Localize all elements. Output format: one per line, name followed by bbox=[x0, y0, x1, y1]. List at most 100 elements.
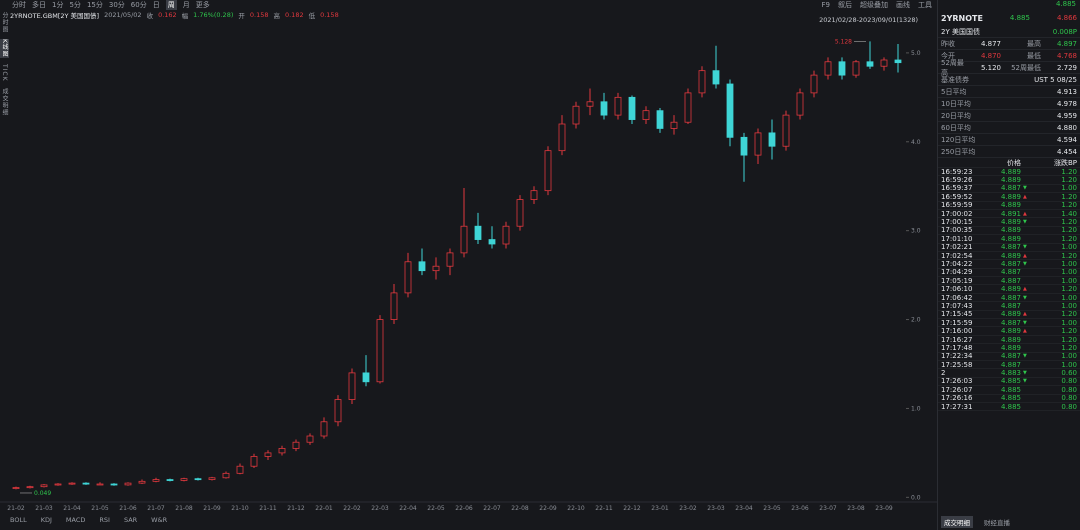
stat-row: 52周最高 5.120 52周最低 2.729 bbox=[938, 59, 1080, 77]
period-tab[interactable]: 更多 bbox=[195, 1, 210, 9]
tick-direction: ▼ bbox=[1023, 185, 1027, 192]
tick-price: 4.885 bbox=[1000, 402, 1021, 411]
y-tick-label: 3.0 bbox=[911, 228, 921, 235]
period-tab[interactable]: 周 bbox=[165, 0, 177, 10]
period-tab[interactable]: 多日 bbox=[32, 1, 46, 9]
indicator-tab[interactable]: SAR bbox=[123, 515, 138, 524]
stat-label: 52周最高 bbox=[941, 58, 964, 77]
tick-price: 4.889 bbox=[1000, 327, 1021, 336]
tick-row: 17:26:16 4.885 0.80 bbox=[938, 394, 1080, 403]
candle-body bbox=[432, 265, 440, 272]
tick-bp: 1.20 bbox=[1061, 167, 1077, 176]
candle-body bbox=[754, 132, 762, 156]
candle-body bbox=[516, 199, 524, 227]
tick-price: 4.889 bbox=[1000, 310, 1021, 319]
bottom-tab[interactable]: 成交明细 bbox=[941, 516, 973, 528]
average-label: 60日平均 bbox=[941, 123, 971, 132]
tool[interactable]: 工具 bbox=[918, 1, 932, 9]
indicator-tab[interactable]: W&R bbox=[151, 515, 168, 524]
tick-price: 4.887 bbox=[1000, 260, 1021, 268]
tick-time: 17:04:22 bbox=[941, 260, 973, 268]
tick-price: 4.887 bbox=[1000, 318, 1021, 327]
x-tick-label: 22-08 bbox=[511, 505, 529, 512]
candle-body bbox=[334, 399, 342, 423]
period-tab[interactable]: 5分 bbox=[69, 1, 81, 9]
period-tab[interactable]: 月 bbox=[182, 1, 190, 9]
candle-body bbox=[166, 479, 174, 481]
tick-price: 4.891 bbox=[1000, 209, 1021, 218]
period-tab[interactable]: 1分 bbox=[52, 1, 64, 9]
tools: F9 叙后 超级叠加 画线 工具 bbox=[822, 0, 932, 10]
period-tab[interactable]: 15分 bbox=[86, 1, 103, 9]
candle-body bbox=[124, 482, 132, 486]
tick-price: 4.889 bbox=[1000, 218, 1021, 227]
header-bp: 涨跌BP bbox=[1053, 158, 1077, 167]
period-tab[interactable]: 日 bbox=[152, 1, 160, 9]
period-tab[interactable]: 60分 bbox=[130, 1, 147, 9]
tool[interactable]: 超级叠加 bbox=[860, 1, 888, 9]
candle-body bbox=[194, 478, 202, 481]
average-label: 10日平均 bbox=[941, 99, 971, 108]
indicator-tab[interactable]: KDJ bbox=[40, 515, 52, 524]
stat-label: 今开 bbox=[941, 51, 955, 60]
tick-direction: ▲ bbox=[1023, 286, 1027, 293]
name-row: 2Y 美国国债 0.008P bbox=[938, 26, 1080, 38]
x-tick-label: 22-09 bbox=[539, 505, 557, 512]
stat-value: 4.897 bbox=[1056, 39, 1077, 48]
tool[interactable]: F9 bbox=[821, 1, 830, 9]
stat-label: 最高 bbox=[1027, 39, 1041, 48]
tick-row: 16:59:37 4.887 ▼ 1.00 bbox=[938, 184, 1080, 194]
tick-bp: 1.20 bbox=[1061, 285, 1077, 294]
tick-time: 2 bbox=[941, 369, 946, 378]
side-tab[interactable]: K线图 bbox=[0, 39, 9, 58]
tick-time: 17:07:43 bbox=[941, 301, 973, 310]
side-tab[interactable]: 分时图 bbox=[1, 12, 8, 33]
tick-row: 17:07:43 4.887 1.00 bbox=[938, 301, 1080, 311]
candle-body bbox=[320, 421, 328, 437]
tick-row: 17:04:22 4.887 ▼ 1.00 bbox=[938, 260, 1080, 269]
tick-price: 4.885 bbox=[1000, 377, 1021, 386]
x-tick-label: 23-04 bbox=[735, 505, 753, 512]
tick-direction: ▲ bbox=[1023, 252, 1027, 259]
tick-time: 16:59:37 bbox=[941, 184, 973, 193]
candle-body bbox=[278, 448, 286, 454]
field-label: 收 bbox=[146, 12, 154, 20]
tick-bp: 1.20 bbox=[1061, 335, 1077, 344]
symbol: 2YRNOTE.GBM[2Y 美国国债] bbox=[10, 12, 100, 20]
tick-price: 4.887 bbox=[1000, 276, 1021, 285]
side-tab[interactable]: TICK bbox=[1, 63, 8, 82]
tick-bp: 1.00 bbox=[1061, 352, 1077, 361]
bottom-tab[interactable]: 财经直播 bbox=[984, 519, 1010, 527]
tick-row: 17:16:27 4.889 1.20 bbox=[938, 335, 1080, 345]
change: 0.008P bbox=[1052, 27, 1077, 36]
tick-bp: 1.20 bbox=[1061, 310, 1077, 319]
candle-body bbox=[418, 261, 426, 272]
indicator-tab[interactable]: RSI bbox=[99, 515, 110, 524]
tick-row: 17:00:35 4.889 1.20 bbox=[938, 226, 1080, 236]
candle-body bbox=[600, 101, 608, 116]
average-value: 4.913 bbox=[1056, 87, 1077, 96]
benchmark-row: 基准债券 UST 5 08/25 bbox=[938, 74, 1080, 86]
candle-body bbox=[670, 121, 678, 129]
x-tick-label: 22-11 bbox=[595, 505, 613, 512]
sidebar: 分时图 K线图 TICK 成交明细 bbox=[0, 12, 9, 116]
bottom-tabs: 成交明细 财经直播 bbox=[941, 516, 1013, 528]
average-value: 4.880 bbox=[1056, 123, 1077, 132]
period-tab[interactable]: 30分 bbox=[108, 1, 125, 9]
candle-body bbox=[12, 487, 20, 489]
tick-row: 17:17:48 4.889 1.20 bbox=[938, 344, 1080, 353]
x-tick-label: 21-11 bbox=[259, 505, 277, 512]
tick-price: 4.889 bbox=[1000, 201, 1021, 210]
indicator-tab[interactable]: BOLL bbox=[10, 515, 27, 524]
tool[interactable]: 叙后 bbox=[838, 1, 852, 9]
period-tab[interactable]: 分时 bbox=[12, 1, 26, 9]
tick-price: 4.887 bbox=[1000, 243, 1021, 252]
tick-row: 17:16:00 4.889 ▲ 1.20 bbox=[938, 327, 1080, 336]
bid: 4.885 bbox=[1009, 14, 1030, 22]
tool[interactable]: 画线 bbox=[896, 1, 910, 9]
symbol-row: 2YRNOTE 4.885 4.866 bbox=[938, 10, 1080, 26]
indicator-tab[interactable]: MACD bbox=[65, 515, 86, 524]
side-tab[interactable]: 成交明细 bbox=[1, 87, 8, 116]
tick-row: 16:59:23 4.889 1.20 bbox=[938, 167, 1080, 177]
x-tick-label: 23-09 bbox=[875, 505, 893, 512]
